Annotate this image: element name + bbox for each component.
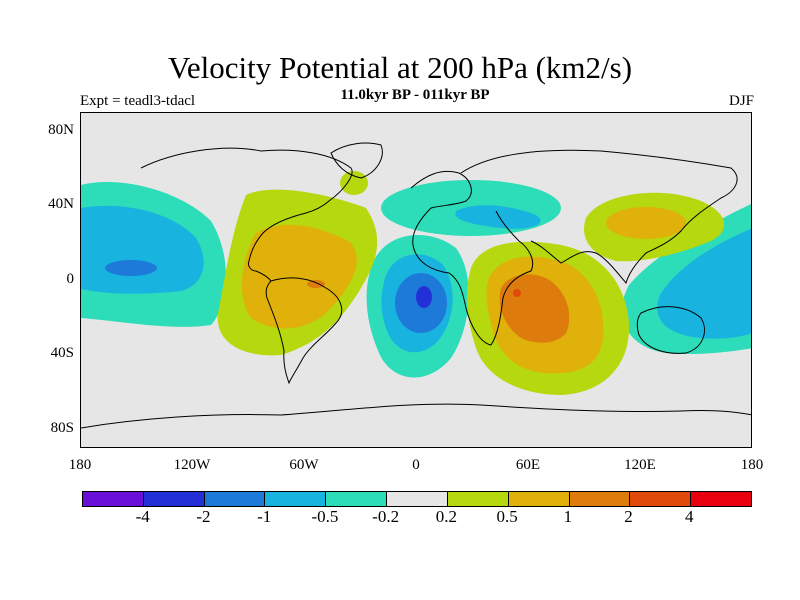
colorbar-label: -0.2 <box>372 507 400 526</box>
contour-blue-pacific <box>105 260 157 276</box>
season-label: DJF <box>728 93 754 109</box>
y-tick-label: 80S <box>50 420 74 436</box>
y-tick-label: 80N <box>48 122 74 138</box>
colorbar-label: 0.2 <box>435 507 457 526</box>
x-tick-label: 180 <box>68 457 92 473</box>
coastline-north-america <box>140 147 353 282</box>
map-title: Velocity Potential at 200 hPa (km2/s) <box>167 50 633 85</box>
colorbar-swatch <box>83 492 144 506</box>
coastline-asia <box>460 149 738 285</box>
colorbar-swatch <box>326 492 388 506</box>
velocity-potential-map <box>81 113 751 447</box>
colorbar-label: -1 <box>257 507 272 526</box>
x-tick-label: 120W <box>173 457 211 473</box>
y-tick-label: 0 <box>66 271 75 287</box>
contour-red-indianocean <box>513 289 521 297</box>
x-tick-label: 120E <box>624 457 656 473</box>
coastline-australia <box>636 306 705 354</box>
colorbar-swatch <box>143 492 205 506</box>
colorbar-label: -2 <box>196 507 211 526</box>
y-tick-label: 40S <box>50 345 74 361</box>
coastline-south-america <box>265 277 343 385</box>
colorbar-swatch <box>569 492 631 506</box>
colorbar-swatch <box>508 492 570 506</box>
y-tick-label: 40N <box>48 196 74 212</box>
x-tick-label: 60E <box>515 457 541 473</box>
colorbar-label: -0.5 <box>311 507 339 526</box>
colorbar-swatch <box>630 492 692 506</box>
contour-darkblue-southatlantic <box>416 286 432 308</box>
contour-lightblue-northatlantic <box>455 205 541 229</box>
colorbar-label: 1 <box>563 507 573 526</box>
map-panel <box>80 112 752 448</box>
contour-yellow-eastasia <box>606 207 686 239</box>
x-tick-label: 0 <box>412 457 420 473</box>
coastline-europe-africa <box>410 170 534 346</box>
colorbar-swatch <box>691 492 751 506</box>
contour-lightblue-westpacific <box>657 228 751 339</box>
colorbar <box>82 491 752 507</box>
map-subtitle: 11.0kyr BP - 011kyr BP <box>340 87 490 103</box>
x-tick-label: 60W <box>289 457 319 473</box>
experiment-label: Expt = teadl3-tdacl <box>80 93 196 109</box>
x-tick-label: 180 <box>740 457 764 473</box>
colorbar-swatch <box>387 492 448 506</box>
coastline-antarctica <box>81 403 751 429</box>
colorbar-label: 2 <box>624 507 633 526</box>
contour-yellow-americas <box>241 224 357 329</box>
contour-green-northatlantic <box>340 171 368 195</box>
contour-orange-americas <box>307 280 325 288</box>
colorbar-swatch <box>447 492 509 506</box>
colorbar-label: 4 <box>685 507 694 526</box>
colorbar-swatch <box>265 492 327 506</box>
colorbar-swatch <box>204 492 266 506</box>
colorbar-label: 0.5 <box>496 507 518 526</box>
coastline-greenland <box>330 142 383 179</box>
coastlines <box>81 142 751 429</box>
colorbar-label: -4 <box>135 507 150 526</box>
